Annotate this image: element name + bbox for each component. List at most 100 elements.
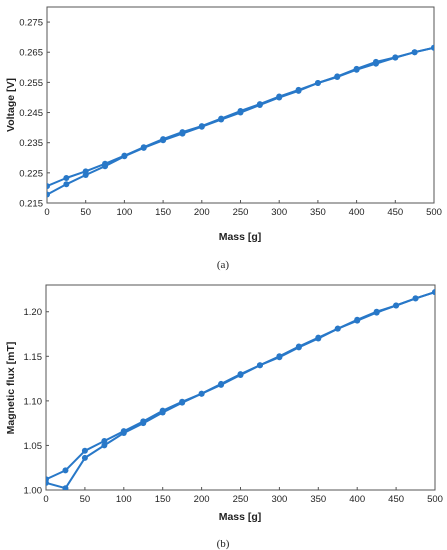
data-point <box>372 58 379 65</box>
x-tick-label: 350 <box>310 494 326 505</box>
plot-frame <box>45 284 436 491</box>
y-tick-label: 0.265 <box>19 48 43 59</box>
data-point <box>140 144 147 151</box>
x-tick-label: 500 <box>427 494 443 505</box>
data-point <box>160 136 167 143</box>
chart-voltage: 0 50 100 150 200 250 300 350 400 450 500 0.215 0.22… <box>5 6 442 271</box>
series-line-2 <box>46 291 435 490</box>
data-point <box>295 86 302 93</box>
series-line-1 <box>47 46 434 196</box>
figure-caption-a: (a) <box>217 259 230 271</box>
y-tick-label: 0.215 <box>19 199 43 210</box>
x-tick-label: 0 <box>43 494 48 505</box>
x-tick-label: 300 <box>271 207 287 218</box>
data-point <box>101 442 108 449</box>
x-tick-label: 450 <box>387 207 403 218</box>
data-point <box>81 454 88 461</box>
data-point <box>295 344 302 351</box>
x-tick-label: 400 <box>349 494 365 505</box>
plot-frame <box>46 6 435 204</box>
x-tick-label: 50 <box>80 494 91 505</box>
x-tick-label: 200 <box>194 494 210 505</box>
x-tick-label: 250 <box>233 494 249 505</box>
series-line-1 <box>46 291 435 481</box>
x-tick-label: 150 <box>155 207 171 218</box>
data-point <box>392 54 399 61</box>
x-axis-label: Mass [g] <box>219 231 262 243</box>
data-point <box>314 79 321 86</box>
magnetic-flux-series <box>46 289 435 490</box>
data-point <box>179 399 186 406</box>
data-point <box>179 129 186 136</box>
data-point <box>121 152 128 159</box>
x-tick-labels: 0 50 100 150 200 250 300 350 400 450 500 <box>43 487 443 505</box>
voltage-series <box>47 44 434 198</box>
x-tick-label: 250 <box>233 207 249 218</box>
data-point <box>62 467 69 474</box>
data-point <box>354 317 361 324</box>
data-point <box>315 335 322 342</box>
data-point <box>276 93 283 100</box>
data-point <box>334 325 341 332</box>
data-point <box>140 420 147 427</box>
x-axis-label: Mass [g] <box>219 511 262 523</box>
data-point <box>63 181 70 188</box>
x-tick-label: 450 <box>388 494 404 505</box>
data-point <box>431 44 434 51</box>
data-point <box>411 49 418 56</box>
data-point <box>256 362 263 369</box>
y-tick-label: 1.10 <box>24 396 43 407</box>
x-tick-label: 350 <box>310 207 326 218</box>
data-point <box>276 354 283 361</box>
x-tick-label: 300 <box>271 494 287 505</box>
data-point <box>373 309 380 316</box>
data-point <box>47 183 50 190</box>
y-tick-label: 0.225 <box>19 168 43 179</box>
data-point <box>101 437 108 444</box>
y-axis-label: Voltage [V] <box>5 78 17 132</box>
data-point <box>81 447 88 454</box>
data-point <box>198 390 205 397</box>
data-point <box>432 289 435 296</box>
x-tick-labels: 0 50 100 150 200 250 300 350 400 450 500 <box>44 200 442 218</box>
data-point <box>218 115 225 122</box>
data-point <box>334 73 341 80</box>
data-point <box>412 295 419 302</box>
data-point <box>47 191 50 198</box>
data-point <box>393 302 400 309</box>
y-tick-label: 1.20 <box>24 307 43 318</box>
data-point <box>102 160 109 167</box>
data-point <box>256 101 263 108</box>
data-point <box>120 429 127 436</box>
data-point <box>82 168 89 175</box>
y-tick-label: 0.245 <box>19 108 43 119</box>
data-point <box>237 108 244 115</box>
x-tick-label: 0 <box>44 207 49 218</box>
data-point <box>353 65 360 72</box>
data-point <box>159 409 166 416</box>
x-tick-label: 500 <box>426 207 442 218</box>
y-axis-label: Magnetic flux [mT] <box>5 342 17 435</box>
x-tick-label: 200 <box>194 207 210 218</box>
y-tick-label: 1.00 <box>24 486 43 497</box>
y-tick-label: 0.235 <box>19 138 43 149</box>
y-tick-label: 0.255 <box>19 78 43 89</box>
data-point <box>218 381 225 388</box>
x-tick-label: 100 <box>116 207 132 218</box>
data-point <box>198 123 205 130</box>
figure-caption-b: (b) <box>217 538 230 550</box>
x-tick-label: 150 <box>155 494 171 505</box>
y-tick-labels: 0.215 0.225 0.235 0.245 0.255 0.265 0.275 <box>19 18 50 210</box>
data-point <box>237 372 244 379</box>
y-tick-label: 1.15 <box>24 352 43 363</box>
y-tick-label: 0.275 <box>19 18 43 29</box>
data-point <box>62 485 69 490</box>
y-tick-labels: 1.00 1.05 1.10 1.15 1.20 <box>24 307 49 497</box>
data-point <box>46 479 49 486</box>
y-tick-label: 1.05 <box>24 441 43 452</box>
x-tick-label: 400 <box>349 207 365 218</box>
data-point <box>63 174 70 181</box>
x-tick-label: 50 <box>80 207 91 218</box>
x-tick-label: 100 <box>116 494 132 505</box>
